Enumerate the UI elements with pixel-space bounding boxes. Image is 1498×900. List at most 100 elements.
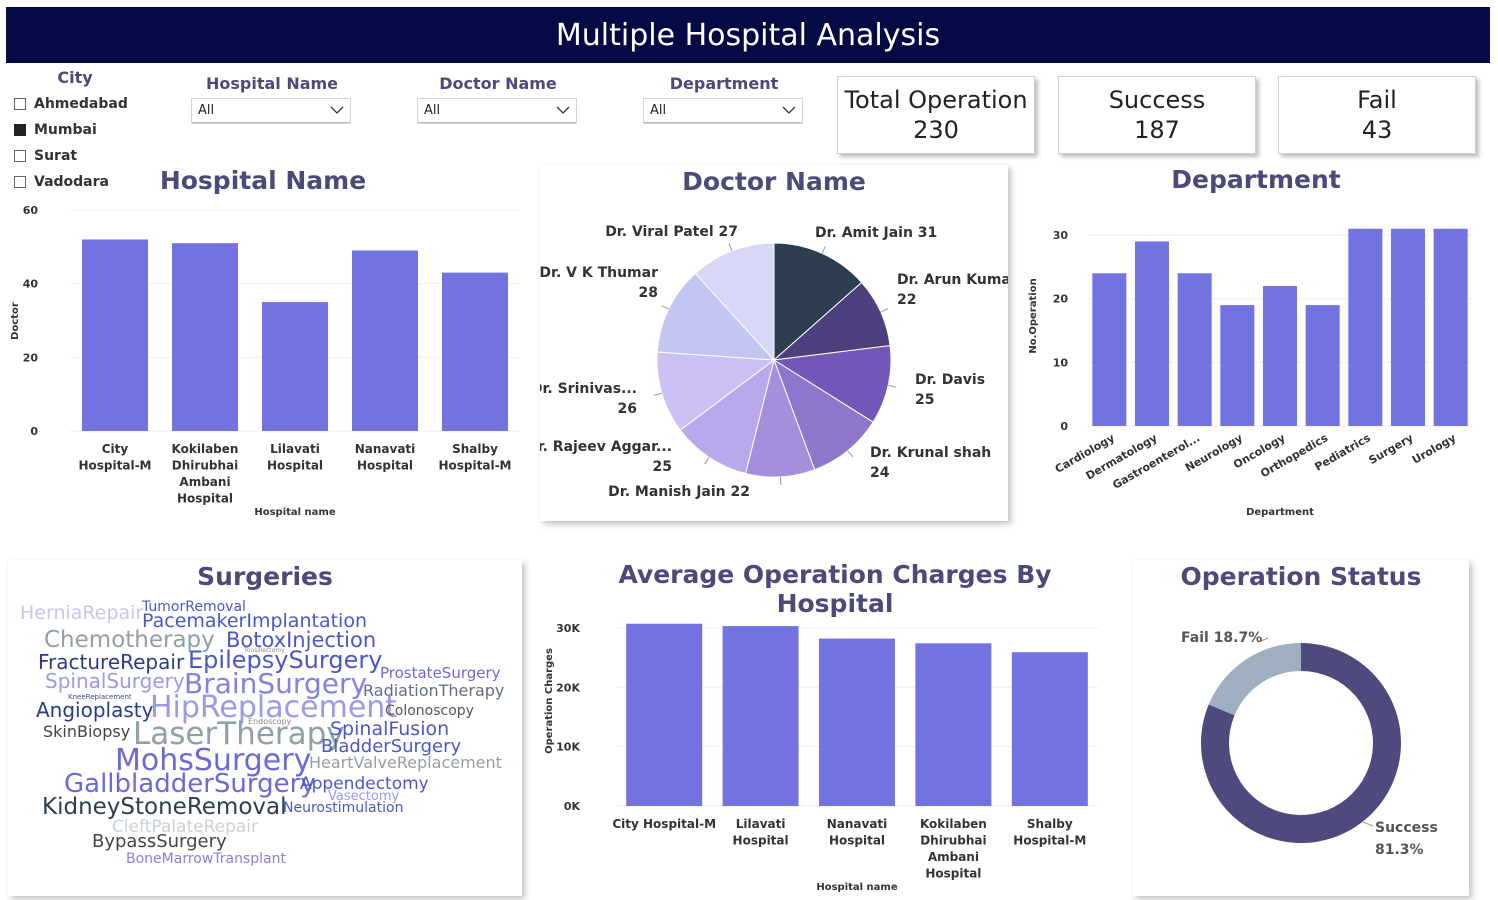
bar-gastroenterol[interactable] xyxy=(1177,273,1212,426)
charges-chart: 0K 10K 20K 30K City Hospital-M Lilavati Hospit… xyxy=(544,622,1098,893)
leader-line xyxy=(888,384,897,388)
x-tick-label: Hospital xyxy=(357,459,413,473)
city-option-label: Surat xyxy=(34,148,78,164)
x-tick-label: Ambani xyxy=(928,850,979,864)
bar-city-hospital-m[interactable] xyxy=(82,239,148,431)
bar-nanavati-hospital[interactable] xyxy=(352,250,418,431)
wordcloud-word-kneereplacement[interactable]: KneeReplacement xyxy=(68,693,132,701)
city-option-vadodara[interactable]: Vadodara xyxy=(14,169,144,195)
wordcloud-word-fracturerepair[interactable]: FractureRepair xyxy=(38,650,185,674)
bar-lilavati-hospital[interactable] xyxy=(262,302,328,431)
leader-line xyxy=(1258,637,1269,643)
wordcloud-word-gallbladdersurgery[interactable]: GallbladderSurgery xyxy=(64,769,316,799)
bar-shalby-hospital-m[interactable] xyxy=(1011,652,1088,806)
wordcloud-word-vasectomy[interactable]: Vasectomy xyxy=(328,789,400,804)
pie-slice-dr-rajeev-aggar[interactable] xyxy=(679,358,775,475)
department-filter: Department All xyxy=(644,74,804,123)
wordcloud-word-tonsillectomy[interactable]: Tonsillectomy xyxy=(244,647,285,654)
bar-orthopedics[interactable] xyxy=(1305,305,1340,426)
checkbox[interactable] xyxy=(14,124,26,136)
bar-neurology[interactable] xyxy=(1220,305,1255,426)
y-tick-label: 10 xyxy=(1053,356,1069,369)
x-tick-label: Hospital xyxy=(177,492,233,506)
bar-dermatology[interactable] xyxy=(1135,241,1169,426)
wordcloud-word-colonoscopy[interactable]: Colonoscopy xyxy=(385,703,474,719)
leader-line xyxy=(728,243,733,252)
city-option-surat[interactable]: Surat xyxy=(14,143,144,169)
wordcloud-word-lasertherapy[interactable]: LaserTherapy xyxy=(133,716,345,752)
hospital-dropdown[interactable]: All xyxy=(192,99,350,123)
bar-kokilaben-dhirubhai-ambani-hospital[interactable] xyxy=(172,243,238,431)
donut-label-fail: Fail 18.7% xyxy=(1181,630,1262,646)
surgeries-panel: Surgeries HerniaRepair TumorRemoval Pacema… xyxy=(8,560,522,896)
pie-slice-dr-davis[interactable] xyxy=(772,345,892,423)
doctor-dropdown-value: All xyxy=(424,103,441,118)
wordcloud-word-neurostimulation[interactable]: Neurostimulation xyxy=(283,800,404,816)
total-operation-value: 230 xyxy=(913,116,959,144)
status-chart: Success 81.3% Fail 18.7% xyxy=(1181,630,1438,858)
charges-chart-title: Average Operation Charges By Hospital xyxy=(618,560,1052,618)
wordcloud-word-skinbiopsy[interactable]: SkinBiopsy xyxy=(43,722,131,741)
wordcloud-word-hipreplacement[interactable]: HipReplacement xyxy=(150,690,398,725)
hospital-chart: 0 20 40 60 City Hospital-M Kokilaben Dhirubhai A… xyxy=(10,204,520,518)
wordcloud-word-brainsurgery[interactable]: BrainSurgery xyxy=(184,667,368,700)
wordcloud-word-bonemarrowtransplant[interactable]: BoneMarrowTransplant xyxy=(126,851,287,867)
x-tick-label: Ambani xyxy=(179,475,230,489)
leader-line xyxy=(661,305,669,310)
wordcloud-word-angioplasty[interactable]: Angioplasty xyxy=(36,698,154,722)
pie-value: 25 xyxy=(915,392,934,408)
wordcloud-word-mohssurgery[interactable]: MohsSurgery xyxy=(115,743,312,778)
doctor-chart: Dr. Amit Jain 31 Dr. Arun Kumar 22 Dr. Davi… xyxy=(540,224,1008,500)
pie-slice-dr-amit-jain[interactable] xyxy=(773,242,863,362)
bar-city-hospital-m[interactable] xyxy=(626,623,703,806)
checkbox[interactable] xyxy=(14,150,26,162)
y-tick-label: 0K xyxy=(564,800,581,813)
wordcloud-word-radiationtherapy[interactable]: RadiationTherapy xyxy=(363,681,505,700)
bar-urology[interactable] xyxy=(1433,228,1468,426)
wordcloud-word-heartvalvereplacement[interactable]: HeartValveReplacement xyxy=(309,753,502,772)
doctor-dropdown[interactable]: All xyxy=(418,99,576,123)
x-tick-label: Lilavati xyxy=(736,817,786,831)
wordcloud-word-appendectomy[interactable]: Appendectomy xyxy=(300,774,429,794)
doctor-panel: Doctor Name Dr. Amit Jain 31 Dr. Arun Kum… xyxy=(540,165,1008,521)
bar-lilavati-hospital[interactable] xyxy=(722,626,799,806)
pie-slice-dr-krunal-shah[interactable] xyxy=(773,358,874,471)
bar-nanavati-hospital[interactable] xyxy=(819,638,895,806)
wordcloud-word-bypasssurgery[interactable]: BypassSurgery xyxy=(92,831,227,852)
wordcloud-word-tumorremoval[interactable]: TumorRemoval xyxy=(142,599,246,615)
pie-label: Dr. Viral Patel 27 xyxy=(605,224,738,240)
pie-slice-dr-v-k-thumar[interactable] xyxy=(656,272,776,361)
donut-label-success: Success xyxy=(1375,820,1438,836)
checkbox[interactable] xyxy=(14,98,26,110)
wordcloud-word-chemotherapy[interactable]: Chemotherapy xyxy=(44,627,215,653)
city-option-mumbai[interactable]: Mumbai xyxy=(14,117,144,143)
wordcloud-word-epilepsysurgery[interactable]: EpilepsySurgery xyxy=(188,646,383,674)
checkbox[interactable] xyxy=(14,176,26,188)
bar-surgery[interactable] xyxy=(1391,228,1425,426)
bar-pediatrics[interactable] xyxy=(1348,228,1383,426)
chevron-down-icon xyxy=(782,103,796,118)
wordcloud-word-prostatesurgery[interactable]: ProstateSurgery xyxy=(380,664,501,682)
wordcloud-word-bladdersurgery[interactable]: BladderSurgery xyxy=(321,736,462,757)
wordcloud-word-herniarepair[interactable]: HerniaRepair xyxy=(20,602,144,624)
bar-shalby-hospital-m[interactable] xyxy=(442,272,508,431)
success-value: 187 xyxy=(1134,116,1180,144)
pie-label: Dr. Arun Kumar xyxy=(897,272,1008,288)
bar-cardiology[interactable] xyxy=(1092,273,1127,426)
city-option-ahmedabad[interactable]: Ahmedabad xyxy=(14,91,144,117)
bar-kokilaben-dhirubhai-ambani-hospital[interactable] xyxy=(915,643,992,806)
wordcloud-word-cleftpalaterepair[interactable]: CleftPalateRepair xyxy=(112,817,259,837)
x-tick-label: Hospital xyxy=(829,834,885,848)
chevron-down-icon xyxy=(556,103,570,118)
wordcloud-word-pacemakerimplantation[interactable]: PacemakerImplantation xyxy=(142,610,367,632)
wordcloud-word-endoscopy[interactable]: Endoscopy xyxy=(248,717,292,726)
pie-slice-dr-srinivas[interactable] xyxy=(656,351,776,431)
donut-slice-fail[interactable] xyxy=(1208,643,1301,716)
city-slicer-label: City xyxy=(57,68,93,87)
wordcloud-word-spinalsurgery[interactable]: SpinalSurgery xyxy=(45,669,185,693)
wordcloud-word-kidneystoneremoval[interactable]: KidneyStoneRemoval xyxy=(42,794,287,820)
wordcloud-word-spinalfusion[interactable]: SpinalFusion xyxy=(330,718,450,740)
bar-oncology[interactable] xyxy=(1263,286,1297,426)
wordcloud-word-botoxinjection[interactable]: BotoxInjection xyxy=(226,628,377,652)
department-dropdown[interactable]: All xyxy=(644,99,802,123)
